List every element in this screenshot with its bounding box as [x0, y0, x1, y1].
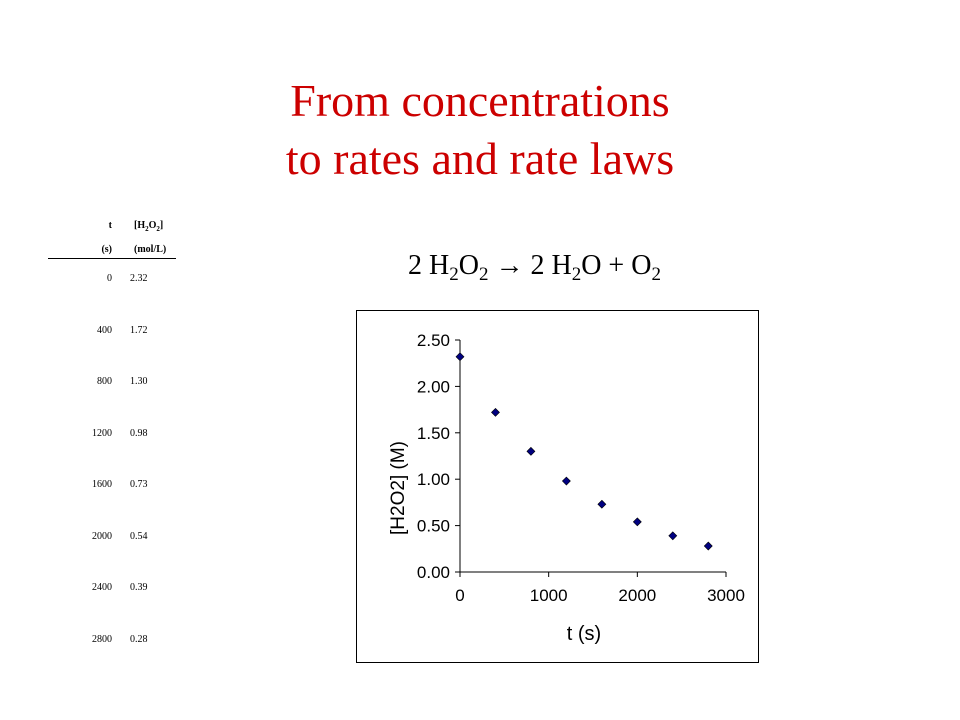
- y-tick-label: 2.50: [417, 331, 450, 350]
- chart-axes: 0.00 0.50 1.00 1.50 2.00 2.50 0 1000 2000 3000: [417, 331, 745, 605]
- x-axis-label: t (s): [567, 623, 601, 645]
- y-tick-label: 0.00: [417, 563, 450, 582]
- table-cell-t: 400: [97, 324, 112, 336]
- table-cell-t: 0: [107, 273, 112, 284]
- table-cell-t: 2000: [92, 530, 112, 542]
- chart-points: [455, 352, 713, 551]
- table-cell-concentration: 0.39: [130, 582, 148, 593]
- col-header-t: t: [108, 220, 112, 231]
- data-point: [561, 476, 571, 486]
- table-cell-t: 1600: [92, 479, 112, 490]
- y-tick-label: 1.00: [417, 470, 450, 489]
- data-point: [703, 541, 713, 551]
- data-point: [632, 517, 642, 527]
- table-cell-concentration: 1.72: [130, 324, 148, 336]
- y-tick-label: 1.50: [417, 424, 450, 443]
- y-tick-label: 0.50: [417, 517, 450, 536]
- data-point: [668, 531, 678, 541]
- reaction-equation: 2 H2O2 → 2 H2O + O2: [408, 250, 661, 285]
- x-tick-label: 2000: [618, 586, 656, 605]
- y-axis-label: [H2O2] (M): [388, 441, 409, 535]
- x-tick-label: 0: [455, 586, 464, 605]
- table-cell-concentration: 0.73: [130, 479, 148, 490]
- concentration-chart: 0.00 0.50 1.00 1.50 2.00 2.50 0 1000 2000 3000 t …: [356, 310, 759, 663]
- table-cell-t: 1200: [92, 427, 112, 439]
- col-unit-s: (s): [101, 244, 112, 255]
- data-point: [597, 499, 607, 509]
- data-point: [455, 352, 465, 362]
- title-line-1: From concentrations: [290, 75, 670, 126]
- table-cell-concentration: 0.54: [130, 530, 148, 542]
- title-line-2: to rates and rate laws: [285, 133, 675, 184]
- data-point: [491, 407, 500, 417]
- table-cell-concentration: 1.30: [130, 376, 148, 387]
- table-cell-t: 2400: [92, 582, 112, 593]
- col-header-concentration: [H2O2]: [134, 220, 164, 233]
- x-tick-label: 3000: [707, 586, 745, 605]
- table-cell-concentration: 0.98: [130, 427, 148, 439]
- table-cell-t: 800: [97, 376, 112, 387]
- chart-frame: [356, 310, 759, 663]
- table-header-rule: [48, 258, 176, 259]
- col-unit-mol: (mol/L): [134, 244, 167, 255]
- y-tick-label: 2.00: [417, 377, 450, 396]
- table-cell-t: 2800: [92, 633, 112, 645]
- x-tick-label: 1000: [530, 586, 568, 605]
- slide-title: From concentrations to rates and rate la…: [0, 72, 960, 188]
- table-cell-concentration: 0.28: [130, 633, 148, 645]
- data-point: [526, 446, 536, 456]
- table-cell-concentration: 2.32: [130, 273, 148, 284]
